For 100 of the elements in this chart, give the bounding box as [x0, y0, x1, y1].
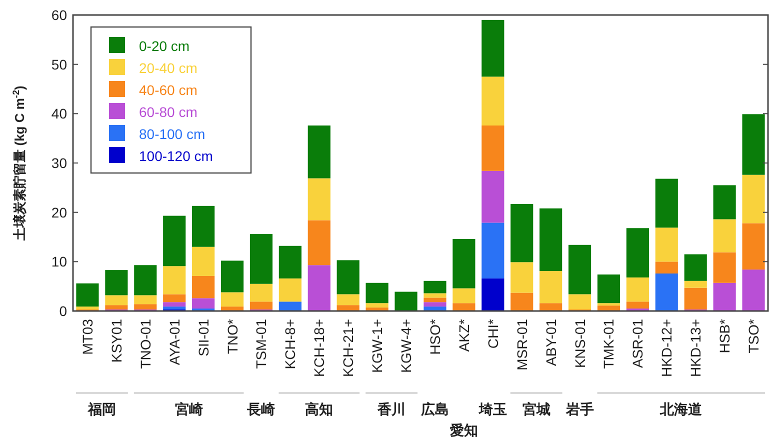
bar	[308, 265, 330, 311]
bar	[105, 305, 128, 310]
bar	[192, 206, 215, 247]
y-tick-label: 50	[51, 56, 68, 72]
bar	[626, 277, 649, 302]
bar	[510, 292, 534, 311]
legend-label: 100-120 cm	[139, 148, 213, 164]
bar	[76, 283, 99, 307]
bar	[655, 178, 678, 228]
bar	[655, 262, 678, 274]
bar	[684, 288, 707, 310]
bar	[278, 246, 302, 278]
bar	[713, 219, 736, 252]
bar	[742, 174, 765, 224]
bar	[452, 303, 476, 311]
text: 宮崎	[174, 401, 203, 417]
bar	[626, 302, 649, 309]
text: 高知	[305, 401, 334, 417]
x-tick-label: KSY01	[108, 318, 124, 363]
x-tick-label: AKZ*	[456, 318, 472, 352]
x-tick-label: TNO*	[224, 318, 240, 354]
x-tick-label: ASR-01	[630, 318, 646, 368]
bar	[394, 292, 418, 311]
text: 北海道	[659, 401, 704, 417]
x-tick-label: MSR-01	[514, 318, 530, 370]
y-tick-label: 40	[51, 106, 68, 122]
bar	[134, 265, 157, 296]
bar	[163, 302, 186, 307]
bar	[105, 270, 128, 296]
bar	[742, 114, 765, 175]
bar	[626, 228, 649, 278]
x-tick-label: KCH-18+	[311, 319, 328, 377]
bar	[540, 208, 562, 272]
text: 埼玉	[478, 401, 507, 417]
bar	[452, 288, 476, 304]
bar	[568, 294, 592, 310]
y-tick-label: 60	[51, 7, 68, 23]
x-tick-label: AYA-01	[166, 318, 182, 366]
bar	[163, 266, 186, 294]
text: 愛知	[450, 422, 478, 438]
bar	[597, 306, 620, 311]
bar	[655, 274, 678, 311]
bar	[308, 178, 330, 220]
bar	[134, 304, 157, 310]
bar	[482, 170, 504, 223]
legend-label: 80-100 cm	[139, 126, 206, 142]
x-tick-label: TSO*	[746, 318, 762, 354]
legend-label: 0-20 cm	[139, 38, 190, 54]
text: 福岡	[86, 401, 116, 417]
bar	[424, 293, 446, 298]
text: 宮城	[522, 401, 550, 417]
legend-label: 40-60 cm	[139, 82, 198, 98]
bar	[424, 306, 446, 311]
bar	[597, 274, 620, 304]
bar	[308, 126, 330, 178]
x-tick-label: KGW-4+	[398, 319, 414, 373]
bar	[482, 20, 504, 77]
bar	[76, 306, 99, 310]
x-tick-label: HKD-13+	[688, 319, 704, 377]
bar	[366, 303, 388, 308]
x-tick-label: TNO-01	[137, 318, 154, 369]
x-tick-label: HSB*	[716, 318, 733, 354]
text: 広島	[420, 401, 449, 417]
x-tick-label: HKD-12+	[658, 319, 675, 377]
bar	[742, 270, 765, 311]
bar	[482, 126, 504, 171]
x-tick-label: MT03	[79, 318, 96, 355]
bar	[684, 280, 707, 288]
y-tick-label: 30	[51, 155, 68, 171]
x-tick-label: KGW-1+	[369, 319, 386, 373]
text: 香川	[376, 401, 406, 417]
bar	[452, 238, 476, 288]
bar	[482, 278, 504, 311]
y-tick-label: 10	[51, 254, 68, 270]
bar	[482, 76, 504, 126]
bar	[250, 302, 273, 310]
bar	[713, 282, 736, 311]
bar	[424, 302, 446, 307]
bar	[192, 246, 215, 276]
bar	[278, 302, 302, 311]
bar	[192, 298, 215, 309]
bar	[105, 295, 128, 306]
bar	[540, 303, 562, 311]
legend-label: 20-40 cm	[139, 60, 198, 76]
text: 長崎	[246, 401, 276, 417]
bar	[713, 185, 736, 220]
bar	[250, 234, 273, 284]
x-tick-label: TSM-01	[253, 318, 270, 369]
bar	[163, 306, 186, 310]
x-tick-label: KNS-01	[572, 318, 588, 368]
x-tick-label: ABY-01	[542, 318, 559, 366]
bar	[713, 252, 736, 283]
bar	[336, 294, 360, 306]
x-tick-label: KCH-8+	[282, 319, 298, 370]
x-tick-label: KCH-21+	[340, 319, 356, 377]
bar	[366, 282, 388, 304]
x-tick-label: SII-01	[195, 318, 212, 356]
bar	[482, 222, 504, 278]
bar	[424, 280, 446, 294]
y-tick-label: 20	[51, 204, 68, 220]
